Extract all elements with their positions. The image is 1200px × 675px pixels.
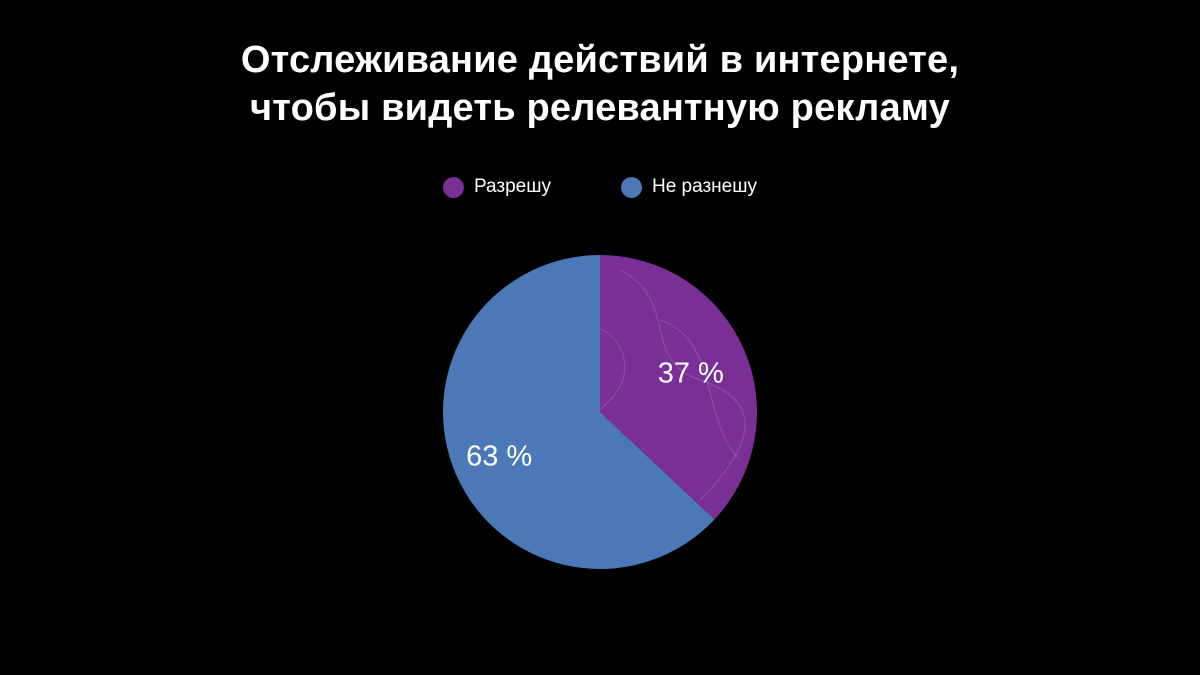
pie-label-deny: 63 % xyxy=(466,441,532,473)
pie-label-allow: 37 % xyxy=(658,358,724,390)
